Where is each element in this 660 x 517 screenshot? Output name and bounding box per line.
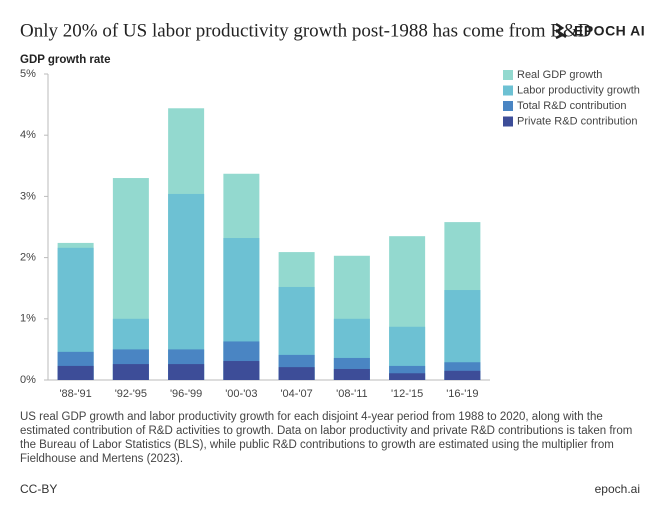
legend-swatch: [503, 70, 513, 80]
bar: [112, 364, 149, 380]
bar: [57, 365, 94, 380]
legend-swatch: [503, 116, 513, 127]
bar: [168, 193, 205, 380]
bar: [278, 367, 315, 380]
x-tick-label: '96-'99: [170, 388, 202, 400]
bar: [444, 370, 481, 380]
legend-label: Labor productivity growth: [517, 84, 640, 96]
x-tick-label: '08-'11: [336, 388, 368, 400]
caption: US real GDP growth and labor productivit…: [20, 411, 633, 465]
source: epoch.ai: [594, 482, 640, 496]
y-tick-label: 5%: [20, 68, 36, 80]
legend-swatch: [503, 101, 513, 111]
x-tick-label: '88-'91: [59, 388, 91, 400]
license: CC-BY: [20, 482, 58, 496]
brand: EPOCH AI: [574, 23, 645, 39]
x-tick-label: '16-'19: [446, 388, 478, 400]
logo-icon: [555, 22, 567, 40]
bar: [223, 361, 260, 380]
y-tick-label: 4%: [20, 129, 36, 141]
legend-label: Private R&D contribution: [517, 115, 637, 127]
legend-label: Real GDP growth: [517, 69, 602, 81]
y-tick-label: 2%: [20, 252, 36, 264]
y-axis-title: GDP growth rate: [20, 54, 111, 66]
x-tick-label: '92-'95: [115, 388, 147, 400]
y-tick-label: 0%: [20, 374, 36, 386]
x-tick-label: '00-'03: [225, 388, 257, 400]
y-tick-label: 1%: [20, 313, 36, 325]
y-tick-label: 3%: [20, 190, 36, 202]
bar: [168, 364, 205, 380]
x-tick-label: '04-'07: [280, 388, 312, 400]
chart-title: Only 20% of US labor productivity growth…: [20, 20, 592, 41]
bar: [333, 368, 370, 380]
legend-label: Total R&D contribution: [517, 100, 626, 112]
x-tick-label: '12-'15: [391, 388, 423, 400]
bar: [389, 373, 426, 380]
legend-swatch: [503, 85, 513, 96]
